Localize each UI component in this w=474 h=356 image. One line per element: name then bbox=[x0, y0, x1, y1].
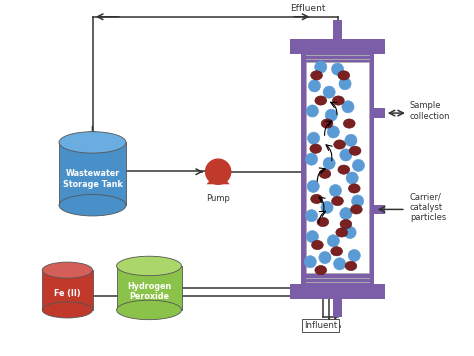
Circle shape bbox=[307, 180, 319, 193]
Ellipse shape bbox=[332, 96, 344, 105]
Circle shape bbox=[305, 210, 318, 222]
Circle shape bbox=[206, 159, 231, 184]
Text: Pump: Pump bbox=[206, 194, 230, 203]
Polygon shape bbox=[374, 205, 385, 214]
Ellipse shape bbox=[117, 256, 182, 276]
Ellipse shape bbox=[338, 71, 350, 80]
Ellipse shape bbox=[317, 218, 329, 226]
Polygon shape bbox=[290, 283, 385, 299]
Ellipse shape bbox=[59, 194, 126, 216]
Circle shape bbox=[306, 105, 319, 117]
Circle shape bbox=[323, 86, 335, 98]
Ellipse shape bbox=[338, 165, 350, 174]
Circle shape bbox=[304, 256, 316, 268]
Text: Sample
collection: Sample collection bbox=[410, 101, 450, 121]
Text: Carrier/
catalyst
particles: Carrier/ catalyst particles bbox=[410, 192, 446, 222]
Circle shape bbox=[308, 132, 320, 144]
Ellipse shape bbox=[311, 194, 322, 204]
Circle shape bbox=[346, 172, 358, 184]
Circle shape bbox=[352, 195, 364, 207]
Text: Fe (II): Fe (II) bbox=[54, 289, 81, 298]
Ellipse shape bbox=[343, 119, 355, 128]
Ellipse shape bbox=[310, 144, 321, 153]
Ellipse shape bbox=[311, 240, 323, 250]
Circle shape bbox=[325, 109, 337, 121]
Circle shape bbox=[340, 208, 352, 220]
Polygon shape bbox=[42, 270, 92, 310]
Circle shape bbox=[319, 251, 331, 264]
Polygon shape bbox=[333, 299, 342, 318]
Circle shape bbox=[352, 159, 365, 172]
Circle shape bbox=[342, 101, 354, 113]
Circle shape bbox=[344, 226, 356, 239]
Ellipse shape bbox=[319, 169, 331, 178]
Circle shape bbox=[345, 134, 357, 146]
Circle shape bbox=[321, 201, 333, 213]
Circle shape bbox=[348, 250, 360, 262]
Polygon shape bbox=[374, 109, 385, 118]
Circle shape bbox=[334, 258, 346, 270]
Text: Effluent: Effluent bbox=[291, 4, 326, 12]
Circle shape bbox=[323, 157, 335, 169]
Ellipse shape bbox=[334, 140, 346, 149]
Text: Wastewater
Storage Tank: Wastewater Storage Tank bbox=[63, 169, 122, 189]
Ellipse shape bbox=[332, 197, 343, 206]
Polygon shape bbox=[306, 62, 369, 273]
Ellipse shape bbox=[349, 146, 361, 155]
Text: Influent: Influent bbox=[304, 321, 337, 330]
Circle shape bbox=[331, 63, 344, 75]
Ellipse shape bbox=[348, 184, 360, 193]
Ellipse shape bbox=[42, 302, 92, 318]
Polygon shape bbox=[290, 38, 385, 54]
Circle shape bbox=[327, 126, 339, 138]
Circle shape bbox=[306, 231, 319, 243]
Circle shape bbox=[329, 184, 341, 197]
Circle shape bbox=[340, 149, 352, 161]
Ellipse shape bbox=[42, 262, 92, 278]
Ellipse shape bbox=[315, 96, 327, 105]
Polygon shape bbox=[117, 266, 182, 310]
Polygon shape bbox=[333, 20, 342, 38]
Polygon shape bbox=[59, 142, 126, 205]
Ellipse shape bbox=[321, 119, 333, 128]
Circle shape bbox=[339, 78, 351, 90]
Ellipse shape bbox=[345, 261, 357, 271]
Polygon shape bbox=[206, 172, 230, 184]
Ellipse shape bbox=[59, 132, 126, 153]
Polygon shape bbox=[301, 46, 374, 291]
Circle shape bbox=[305, 153, 318, 165]
Ellipse shape bbox=[315, 266, 327, 275]
Circle shape bbox=[327, 235, 339, 247]
Ellipse shape bbox=[117, 300, 182, 320]
Circle shape bbox=[309, 80, 320, 92]
Circle shape bbox=[315, 61, 327, 73]
Text: Hydrogen
Peroxide: Hydrogen Peroxide bbox=[127, 282, 171, 301]
Ellipse shape bbox=[340, 219, 352, 229]
Ellipse shape bbox=[311, 71, 322, 80]
Ellipse shape bbox=[331, 247, 343, 256]
Ellipse shape bbox=[336, 228, 347, 237]
Ellipse shape bbox=[350, 205, 362, 214]
